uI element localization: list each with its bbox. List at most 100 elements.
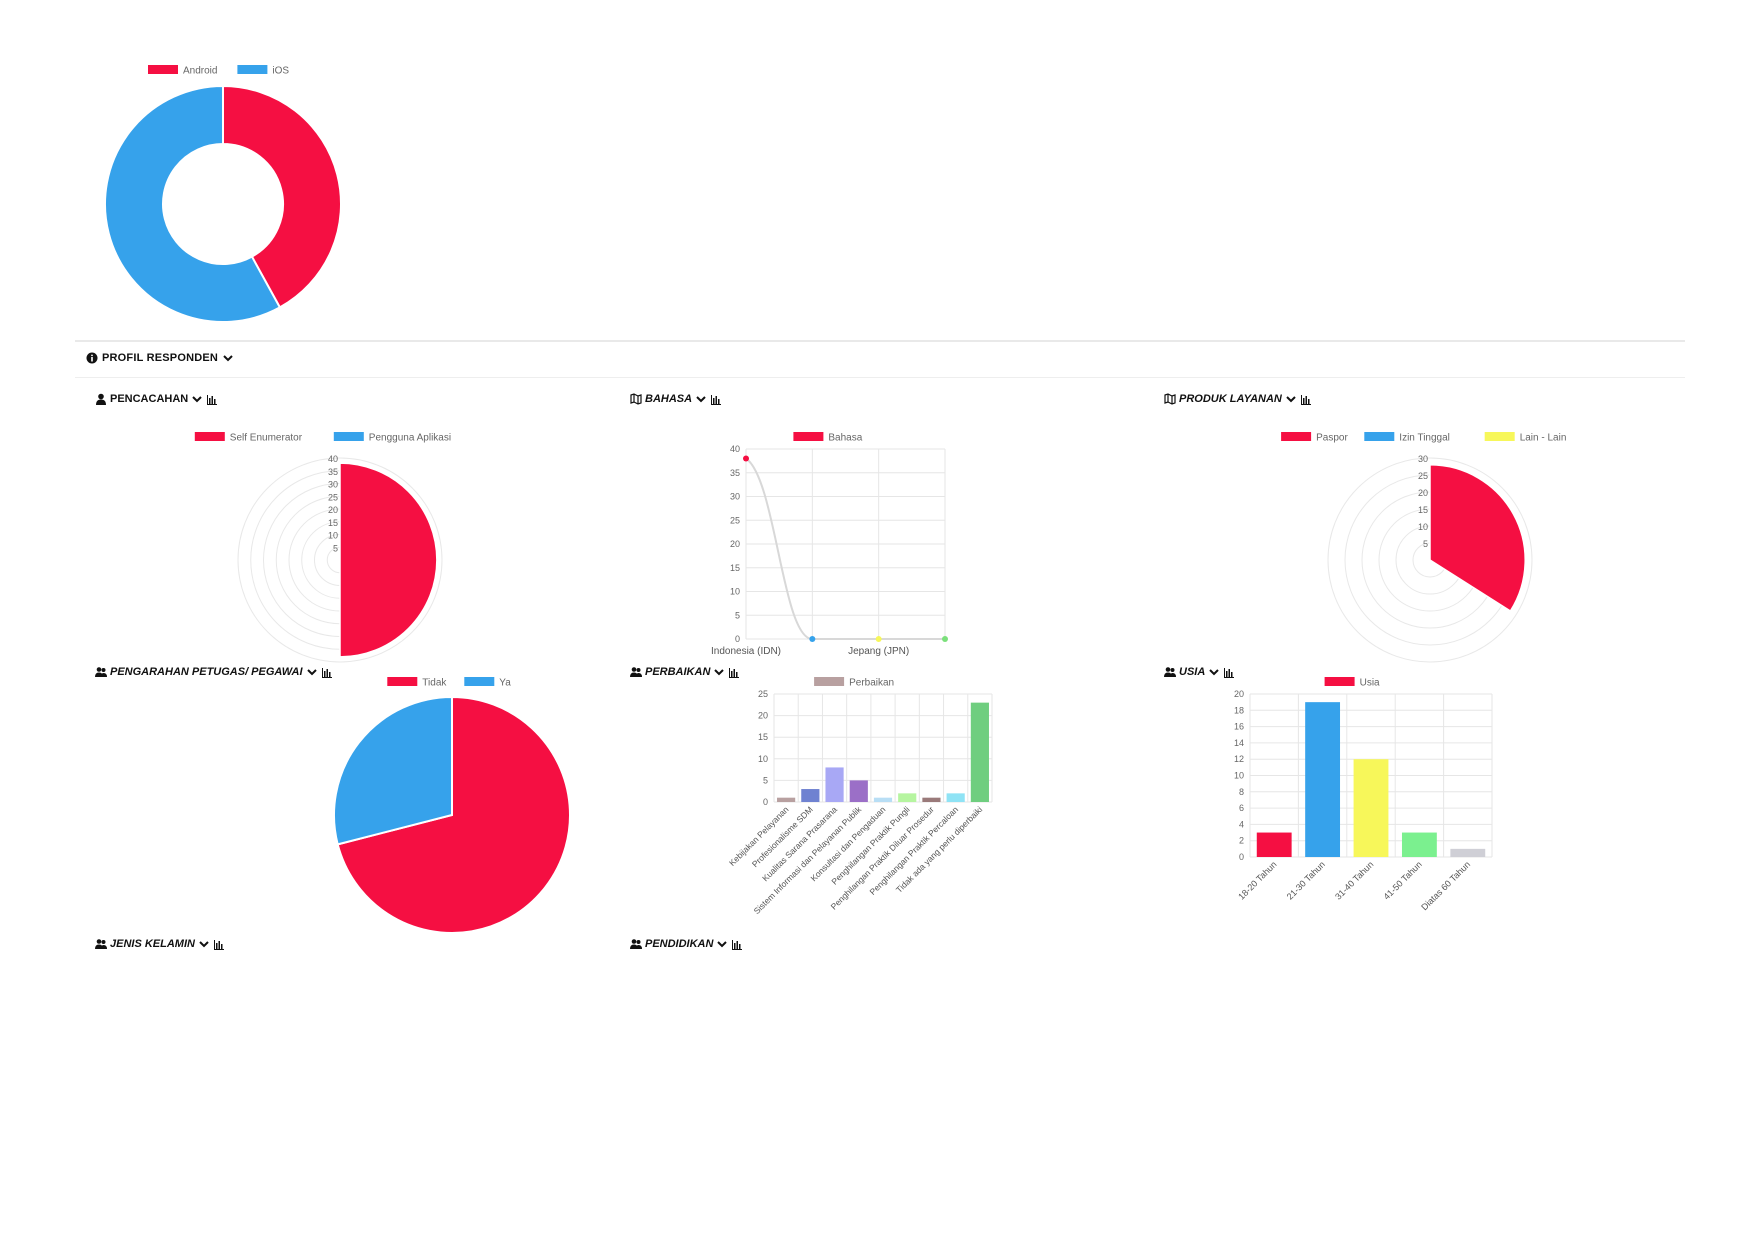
y-tick-label: 4	[1239, 819, 1244, 829]
panel-title-pendidikan: PENDIDIKAN	[630, 938, 743, 950]
polar-tick-label: 10	[1418, 522, 1428, 532]
y-tick-label: 10	[1234, 771, 1244, 781]
y-tick-label: 30	[730, 492, 740, 502]
users-icon	[630, 939, 642, 949]
legend-label: Bahasa	[828, 433, 862, 444]
legend-label: Self Enumerator	[230, 433, 303, 444]
bar-chart-icon[interactable]	[731, 938, 743, 950]
polar-tick-label: 40	[328, 454, 338, 464]
chevron-down-icon[interactable]	[1208, 666, 1220, 678]
doughnut-slice	[104, 84, 282, 323]
pie-slice	[333, 695, 453, 846]
panel-title-text: JENIS KELAMIN	[110, 938, 195, 950]
chevron-down-icon[interactable]	[191, 393, 203, 405]
chevron-down-icon[interactable]	[713, 666, 725, 678]
y-tick-label: 6	[1239, 803, 1244, 813]
pie-slice	[336, 695, 571, 934]
panel-title-text: PRODUK LAYANAN	[1179, 393, 1282, 405]
panel-title-text: USIA	[1179, 666, 1206, 678]
panel-title-text: BAHASA	[645, 393, 693, 405]
bar	[898, 793, 917, 802]
y-tick-label: 12	[1234, 754, 1244, 764]
polar-tick-label: 5	[333, 543, 338, 553]
y-tick-label: 0	[735, 634, 740, 644]
users-icon	[95, 667, 107, 677]
polar-tick-label: 25	[1418, 471, 1428, 481]
bar	[922, 797, 941, 802]
panel-title-usia: USIA	[1164, 666, 1235, 678]
y-tick-label: 20	[758, 711, 768, 721]
bahasa-line-chart: Bahasa 0 5 10 15 20 25 30 35 40 Indonesia (IDN) Jep…	[711, 432, 948, 657]
legend-label: Pengguna Aplikasi	[369, 433, 451, 444]
users-icon	[630, 667, 642, 677]
platform-doughnut-chart: Android iOS	[104, 65, 342, 323]
chevron-down-icon[interactable]	[198, 938, 210, 950]
legend-label: Lain - Lain	[1520, 433, 1567, 444]
polar-tick-label: 20	[328, 505, 338, 515]
legend-swatch	[237, 65, 268, 74]
y-tick-label: 10	[730, 587, 740, 597]
line-series	[745, 457, 945, 640]
y-tick-label: 8	[1239, 787, 1244, 797]
legend-swatch	[148, 65, 178, 74]
y-tick-label: 25	[730, 515, 740, 525]
legend-label: Ya	[499, 678, 511, 689]
bar	[777, 797, 796, 802]
chevron-down-icon[interactable]	[695, 393, 707, 405]
bar	[946, 793, 965, 802]
panel-title-produk-layanan: PRODUK LAYANAN	[1164, 393, 1312, 405]
bar-chart-icon[interactable]	[1300, 393, 1312, 405]
legend-label: Android	[183, 66, 217, 77]
polar-tick-label: 10	[328, 531, 338, 541]
bar-chart-icon[interactable]	[206, 393, 218, 405]
y-tick-label: 18	[1234, 705, 1244, 715]
legend-label: Izin Tinggal	[1399, 433, 1450, 444]
x-tick-label: 18-20 Tahun	[1236, 859, 1278, 901]
x-tick-label: 41-50 Tahun	[1381, 859, 1423, 901]
y-tick-label: 5	[763, 775, 768, 785]
legend-swatch	[333, 432, 364, 441]
chevron-down-icon[interactable]	[222, 352, 234, 364]
line-point	[809, 636, 816, 642]
panel-title-text: PENGARAHAN PETUGAS/ PEGAWAI	[110, 666, 303, 678]
x-tick-label: Jepang (JPN)	[848, 646, 909, 657]
bar-chart-icon[interactable]	[213, 938, 225, 950]
bar	[873, 797, 893, 802]
legend-label: Tidak	[422, 678, 447, 689]
map-icon	[630, 393, 642, 405]
panel-title-perbaikan: PERBAIKAN	[630, 666, 740, 678]
bar-chart-icon[interactable]	[710, 393, 722, 405]
polar-tick-label: 5	[1423, 539, 1428, 549]
panel-title-jenis-kelamin: JENIS KELAMIN	[95, 938, 225, 950]
legend-swatch	[464, 677, 495, 686]
y-tick-label: 15	[730, 563, 740, 573]
pengarahan-pie-chart: Tidak Ya	[333, 677, 571, 934]
bar	[1256, 832, 1292, 857]
polar-segment	[339, 462, 438, 658]
bar-chart-icon[interactable]	[321, 666, 333, 678]
panel-title-pengarahan: PENGARAHAN PETUGAS/ PEGAWAI	[95, 666, 333, 678]
panel-title-text: PERBAIKAN	[645, 666, 711, 678]
polar-tick-label: 20	[1418, 488, 1428, 498]
line-point	[942, 636, 948, 642]
chevron-down-icon[interactable]	[716, 938, 728, 950]
chevron-down-icon[interactable]	[1285, 393, 1297, 405]
panel-title-text: PENDIDIKAN	[645, 938, 714, 950]
section-header-profil-responden[interactable]: PROFIL RESPONDEN	[86, 352, 234, 364]
y-tick-label: 25	[758, 689, 768, 699]
x-tick-label: 21-30 Tahun	[1285, 859, 1327, 901]
y-tick-label: 0	[763, 797, 768, 807]
user-icon	[96, 393, 106, 405]
produk-layanan-polar-chart: Paspor Izin Tinggal Lain - Lain 30 25 20 15 10 5	[1281, 432, 1567, 663]
y-tick-label: 20	[1234, 689, 1244, 699]
bar-chart-icon[interactable]	[728, 666, 740, 678]
legend-label: iOS	[272, 66, 289, 77]
bar-chart-icon[interactable]	[1223, 666, 1235, 678]
y-tick-label: 5	[735, 610, 740, 620]
x-tick-label: 31-40 Tahun	[1333, 859, 1375, 901]
polar-tick-label: 35	[328, 467, 338, 477]
users-icon	[95, 939, 107, 949]
chevron-down-icon[interactable]	[306, 666, 318, 678]
legend-label: Paspor	[1316, 433, 1348, 444]
